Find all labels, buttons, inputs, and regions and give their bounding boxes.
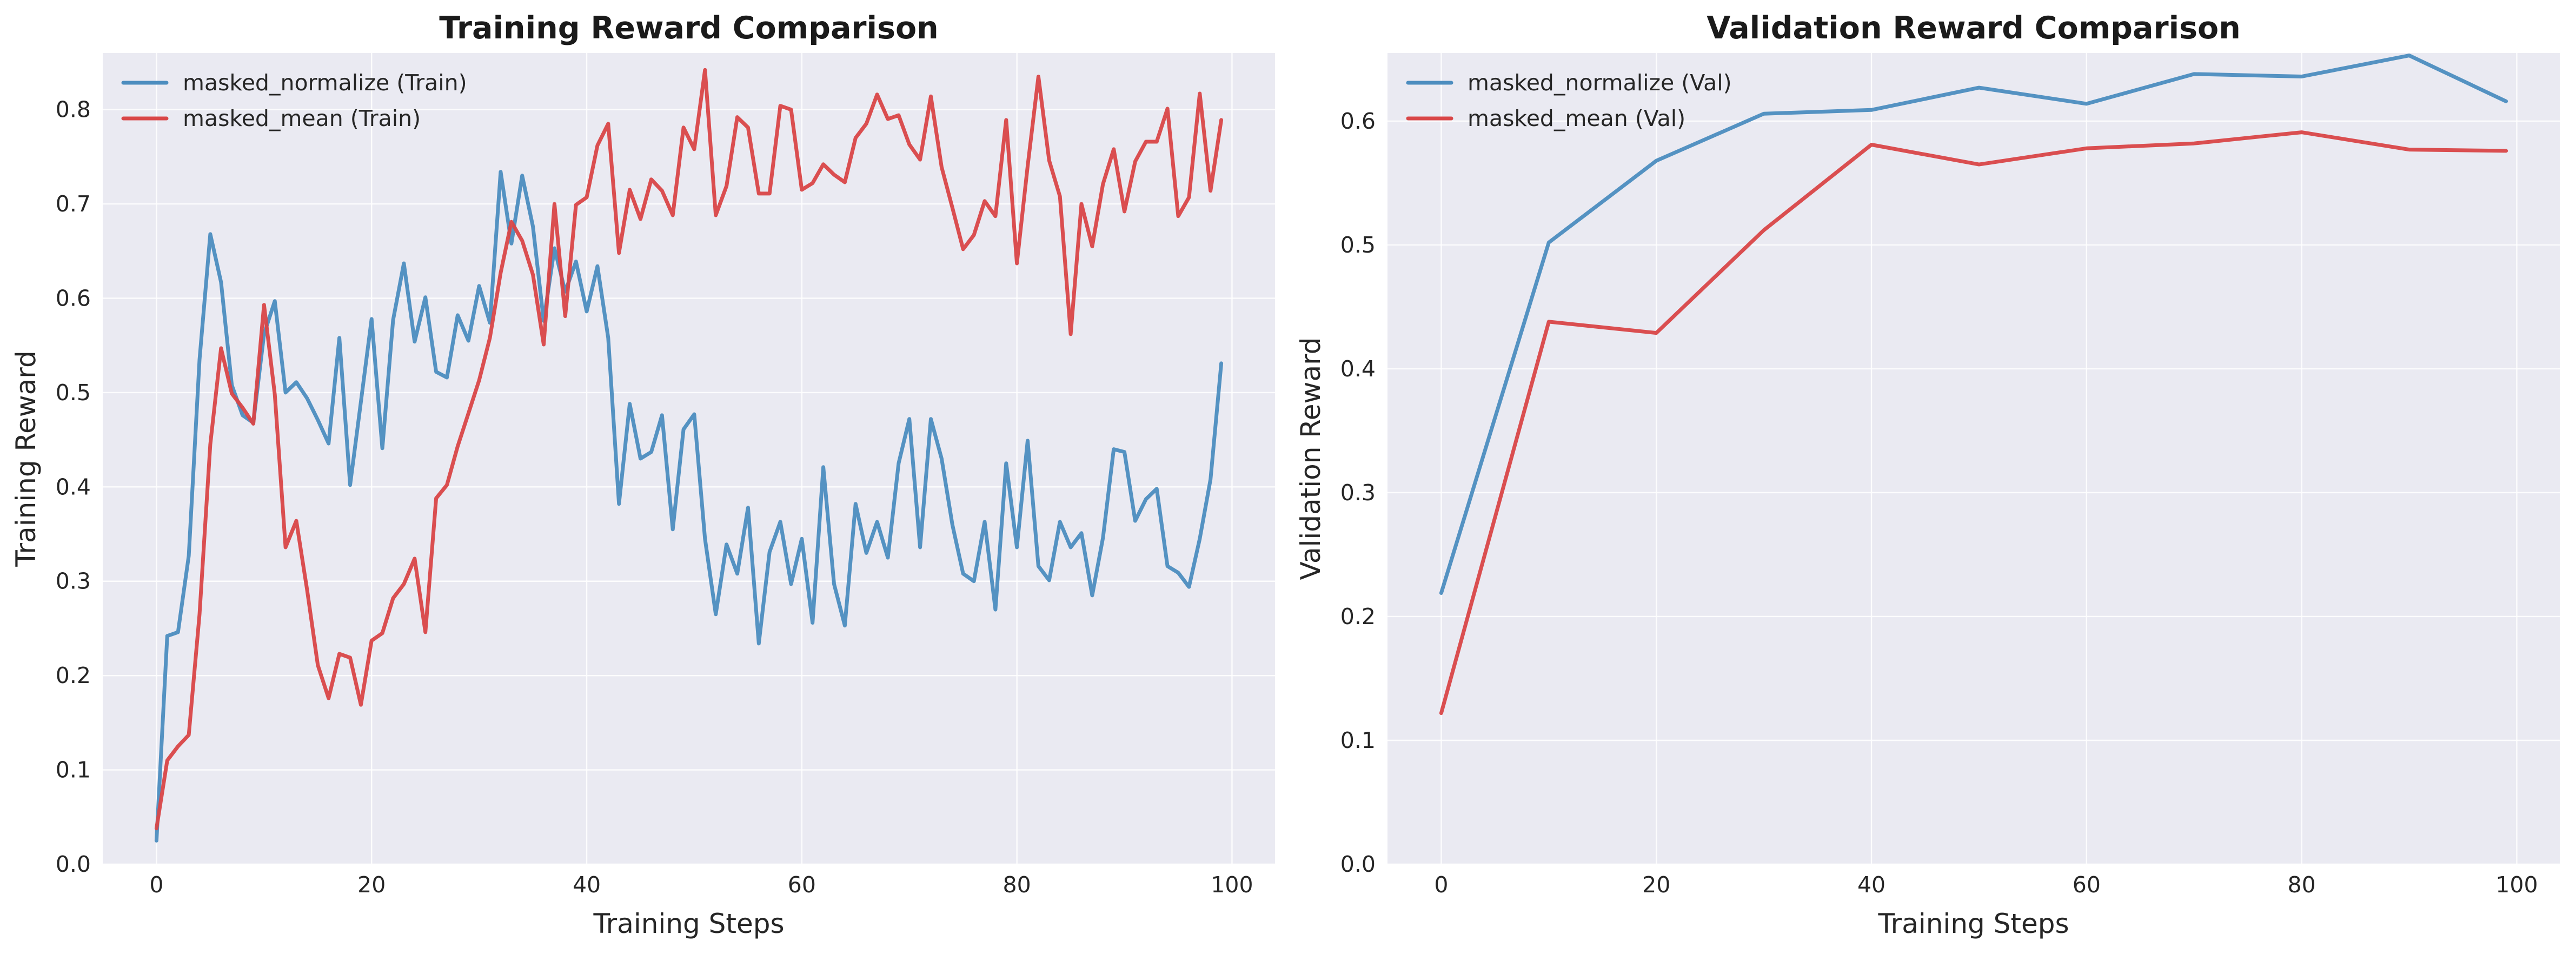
y-tick-label: 0.6 xyxy=(56,285,91,311)
x-axis-label: Training Steps xyxy=(593,908,784,939)
plot-area xyxy=(103,53,1275,864)
training-reward-chart: Training Reward Comparison 0 20 40 60 80 100 … xyxy=(10,10,1275,939)
x-tick-label: 20 xyxy=(1642,872,1670,898)
validation-reward-chart: Validation Reward Comparison 0 20 40 60 80 10… xyxy=(1295,10,2560,939)
x-tick-label: 100 xyxy=(1211,872,1253,898)
y-axis-label: Validation Reward xyxy=(1295,337,1326,580)
y-tick-label: 0.7 xyxy=(56,191,91,217)
y-tick-label: 0.0 xyxy=(56,851,91,877)
x-tick-label: 0 xyxy=(149,872,163,898)
x-tick-label: 40 xyxy=(573,872,601,898)
chart-title: Validation Reward Comparison xyxy=(1707,10,2241,46)
x-tick-label: 60 xyxy=(2073,872,2101,898)
y-tick-label: 0.6 xyxy=(1340,108,1376,134)
x-axis-label: Training Steps xyxy=(1877,908,2069,939)
y-tick-label: 0.1 xyxy=(56,757,91,783)
y-tick-label: 0.2 xyxy=(1340,604,1376,630)
plot-area xyxy=(1387,53,2560,864)
x-tick-label: 0 xyxy=(1434,872,1448,898)
series-layer xyxy=(154,68,1224,843)
y-tick-labels: 0.0 0.1 0.2 0.3 0.4 0.5 0.6 xyxy=(1340,108,1376,877)
series-line-0 xyxy=(1439,54,2508,595)
legend: masked_normalize (Train) masked_mean (Tra… xyxy=(121,70,467,131)
y-tick-label: 0.3 xyxy=(56,568,91,594)
series-line-0 xyxy=(154,170,1224,843)
x-tick-label: 20 xyxy=(357,872,386,898)
gridlines xyxy=(1387,53,2560,865)
x-tick-label: 40 xyxy=(1857,872,1885,898)
x-tick-label: 60 xyxy=(788,872,816,898)
y-tick-label: 0.3 xyxy=(1340,480,1376,506)
y-tick-labels: 0.0 0.1 0.2 0.3 0.4 0.5 0.6 0.7 0.8 xyxy=(56,97,91,877)
y-tick-label: 0.2 xyxy=(56,662,91,688)
x-tick-labels: 0 20 40 60 80 100 xyxy=(149,872,1253,898)
x-tick-label: 100 xyxy=(2495,872,2538,898)
y-tick-label: 0.1 xyxy=(1340,727,1376,753)
series-line-1 xyxy=(1439,130,2508,716)
y-axis-label: Training Reward xyxy=(10,350,42,567)
gridlines xyxy=(103,53,1275,865)
chart-title: Training Reward Comparison xyxy=(439,10,938,46)
series-line-1 xyxy=(154,68,1224,831)
x-tick-labels: 0 20 40 60 80 100 xyxy=(1434,872,2538,898)
y-tick-label: 0.0 xyxy=(1340,851,1376,877)
legend: masked_normalize (Val) masked_mean (Val) xyxy=(1406,70,1732,131)
legend-label: masked_normalize (Val) xyxy=(1468,70,1732,96)
legend-label: masked_normalize (Train) xyxy=(183,70,467,96)
legend-label: masked_mean (Train) xyxy=(183,105,421,131)
y-tick-label: 0.8 xyxy=(56,97,91,123)
x-tick-label: 80 xyxy=(2288,872,2316,898)
y-tick-label: 0.4 xyxy=(56,474,91,500)
y-tick-label: 0.5 xyxy=(56,380,91,406)
x-tick-label: 80 xyxy=(1003,872,1031,898)
y-tick-label: 0.4 xyxy=(1340,356,1376,382)
legend-label: masked_mean (Val) xyxy=(1468,105,1685,131)
y-tick-label: 0.5 xyxy=(1340,232,1376,258)
series-layer xyxy=(1439,54,2508,716)
